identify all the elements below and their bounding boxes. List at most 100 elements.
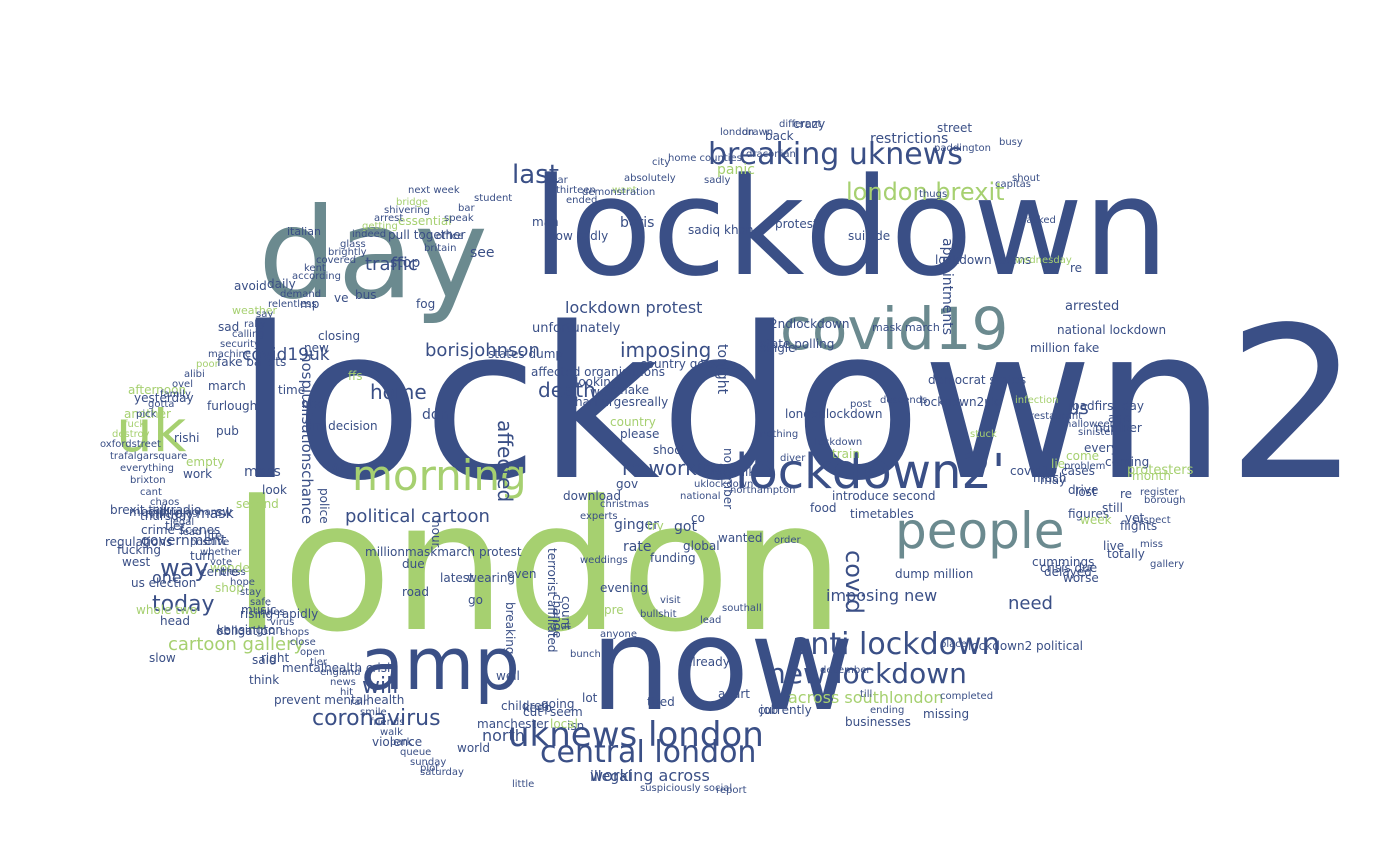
word: slow <box>149 651 176 665</box>
word: need <box>1008 593 1053 614</box>
word: ended <box>566 195 598 206</box>
word: weddings <box>580 555 628 566</box>
word: pick <box>136 409 157 420</box>
word: rain <box>350 697 370 708</box>
word: bbc <box>302 397 324 411</box>
word: vote <box>210 557 233 568</box>
word: don <box>422 407 449 423</box>
word: dump million <box>895 567 974 581</box>
word: million fake <box>1030 341 1100 355</box>
word: calling <box>232 329 265 340</box>
word: bullshit <box>640 609 677 620</box>
word: infection <box>1015 395 1059 406</box>
word: government <box>141 533 227 549</box>
word: figures <box>1068 507 1110 521</box>
word: affected <box>493 420 517 503</box>
word: job <box>760 703 779 717</box>
word: england <box>320 667 361 678</box>
word: centre <box>200 565 239 579</box>
word: lead <box>700 615 722 626</box>
word: fog <box>416 297 436 311</box>
word: manchester <box>477 717 549 731</box>
word: kensington <box>217 623 283 637</box>
word: student <box>474 193 513 204</box>
word: appointments <box>939 238 955 336</box>
word: lockdown2uk <box>920 395 999 409</box>
word: one <box>152 568 182 587</box>
word: children <box>501 699 550 713</box>
word: state polling <box>760 337 835 351</box>
word: shop <box>215 581 244 595</box>
word: wanted <box>718 531 763 545</box>
word: brightly <box>328 247 367 258</box>
word: say <box>256 309 274 320</box>
word: londonlockdown <box>785 407 883 421</box>
word: hospitalisationschance <box>298 353 316 525</box>
word: working across <box>590 766 710 785</box>
word: legal <box>170 517 195 528</box>
word: ending <box>870 705 905 716</box>
word: glass <box>340 239 366 250</box>
word: chaos <box>150 497 180 508</box>
word: turn <box>190 549 215 563</box>
word: gov <box>616 477 639 491</box>
word: sunday <box>410 757 447 768</box>
word: put <box>554 621 571 632</box>
word: visit <box>660 595 681 606</box>
word: closing <box>318 329 361 343</box>
word: order <box>774 535 801 546</box>
word: arrested <box>1065 299 1120 314</box>
word: essential <box>398 214 452 228</box>
word: already <box>685 655 730 669</box>
word: hope <box>230 577 255 588</box>
word: getting <box>362 221 398 232</box>
word: going <box>541 697 575 711</box>
word: ffs <box>348 369 363 383</box>
word: pull together <box>388 228 466 242</box>
word: packed <box>1020 215 1056 226</box>
word: sad <box>218 320 240 334</box>
word: new <box>304 341 329 355</box>
word: said <box>252 653 277 667</box>
word: rate <box>623 539 652 555</box>
word: southall <box>722 603 762 614</box>
word: stuck <box>970 429 997 440</box>
word: close <box>290 637 316 648</box>
word: new lockdown <box>768 657 967 690</box>
word: 2ndlockdown <box>770 317 850 331</box>
word: got <box>674 519 697 535</box>
word: security <box>220 339 260 350</box>
word: tier <box>165 519 186 533</box>
word: please <box>620 427 660 441</box>
word: nothing <box>760 429 799 440</box>
word: imposing <box>620 338 712 362</box>
word: cartoon gallery <box>168 634 305 655</box>
word: lie <box>1051 457 1066 471</box>
word: sinister <box>1078 427 1115 438</box>
word: see <box>470 245 495 261</box>
word: lockdown protest <box>565 298 703 317</box>
word: home <box>370 380 427 404</box>
word: wonder <box>210 561 255 575</box>
word: plot <box>420 763 440 774</box>
word: work <box>183 467 213 481</box>
word: millionmaskmarch protest <box>365 545 522 559</box>
word: different <box>779 119 822 130</box>
word: back <box>765 129 794 143</box>
word: coming <box>1105 455 1150 469</box>
word: thugs <box>919 189 948 200</box>
word: pub <box>216 424 239 438</box>
word: every <box>1084 441 1118 455</box>
word: alibi <box>184 369 205 380</box>
word: crazy <box>793 117 826 131</box>
word: hour <box>429 520 443 548</box>
word: missing <box>923 707 970 721</box>
word: arrest <box>374 213 404 224</box>
word: walk <box>380 727 403 738</box>
word: life <box>204 529 223 543</box>
word: khan urges <box>568 395 635 409</box>
word: illegal <box>590 769 632 785</box>
word: thirteen <box>556 185 596 196</box>
word: sadiq khan <box>688 223 754 237</box>
word: train <box>832 447 860 461</box>
